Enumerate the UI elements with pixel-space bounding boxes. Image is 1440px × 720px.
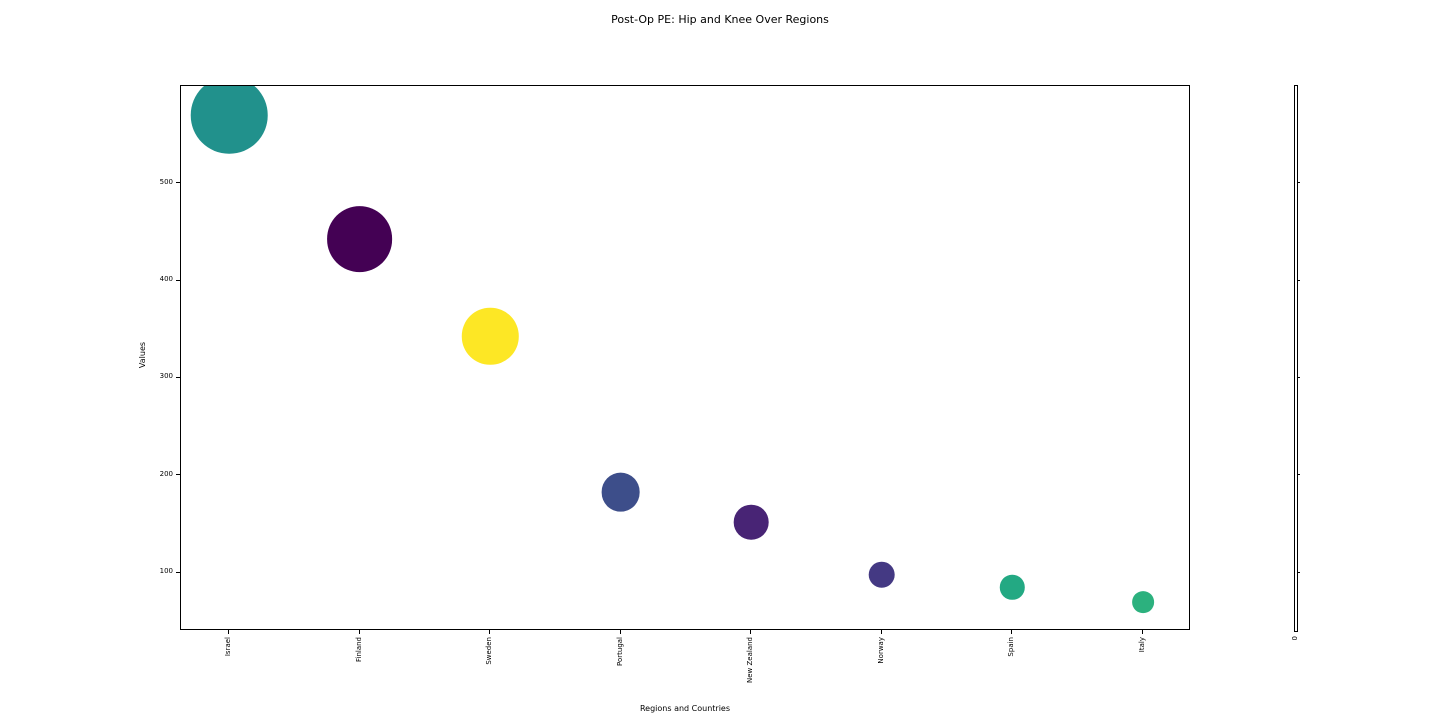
colorbar: [1294, 85, 1298, 632]
x-tick-label-norway: Norway: [877, 637, 885, 664]
bubble-sweden: [461, 307, 519, 365]
colorbar-tick-300: [1297, 376, 1300, 378]
bubble-finland: [326, 205, 393, 272]
x-tick-label-text-sweden: Sweden: [485, 637, 494, 665]
x-tick-label-sweden: Sweden: [485, 637, 493, 665]
colorbar-tick-100: [1297, 571, 1300, 573]
bubble-norway: [868, 561, 896, 588]
x-tick-mark-italy: [1142, 630, 1143, 634]
plot-area: [180, 85, 1190, 630]
x-tick-label-text-spain: Spain: [1007, 637, 1016, 657]
x-tick-label-portugal: Portugal: [616, 637, 624, 666]
x-tick-label-text-italy: Italy: [1138, 637, 1146, 653]
bubble-israel: [190, 86, 268, 154]
x-axis-label: Regions and Countries: [639, 704, 731, 713]
y-tick-mark-100: [176, 571, 180, 573]
x-tick-mark-portugal: [619, 630, 621, 634]
y-tick-label-200: 200: [159, 469, 173, 478]
x-tick-label-spain: Spain: [1007, 637, 1015, 657]
x-tick-label-text-portugal: Portugal: [615, 637, 624, 666]
y-tick-mark-500: [176, 182, 180, 184]
chart-title: Post-Op PE: Hip and Knee Over Regions: [611, 13, 829, 26]
y-tick-label-100: 100: [159, 567, 173, 576]
colorbar-tick-500: [1297, 182, 1300, 184]
bubble-spain: [1000, 574, 1025, 600]
y-tick-label-500: 500: [159, 177, 173, 186]
x-tick-mark-finland: [358, 630, 360, 634]
bubble-italy: [1132, 590, 1154, 613]
y-tick-mark-400: [176, 279, 180, 281]
colorbar-tick-400: [1297, 279, 1300, 281]
x-tick-mark-norway: [880, 630, 882, 634]
x-tick-label-text-israel: Israel: [224, 637, 232, 657]
x-tick-mark-israel: [228, 630, 229, 634]
bubble-portugal: [601, 472, 641, 512]
x-tick-label-israel: Israel: [224, 637, 232, 656]
y-tick-mark-300: [176, 376, 180, 378]
colorbar-tick-200: [1297, 474, 1300, 476]
x-tick-label-text-norway: Norway: [876, 637, 885, 664]
bubble-new-zealand: [733, 504, 769, 540]
y-tick-mark-200: [176, 474, 180, 476]
colorbar-zero-label: 0: [1291, 636, 1299, 641]
x-tick-label-italy: Italy: [1138, 637, 1146, 652]
x-tick-mark-new-zealand: [750, 630, 752, 634]
x-tick-mark-sweden: [489, 630, 491, 634]
y-tick-label-300: 300: [159, 372, 173, 381]
y-tick-label-400: 400: [159, 275, 173, 284]
x-tick-mark-spain: [1011, 630, 1013, 634]
x-tick-label-finland: Finland: [355, 637, 363, 662]
x-tick-label-text-finland: Finland: [354, 637, 363, 663]
x-tick-label-new-zealand: New Zealand: [746, 637, 754, 683]
x-tick-label-text-new-zealand: New Zealand: [746, 637, 755, 683]
